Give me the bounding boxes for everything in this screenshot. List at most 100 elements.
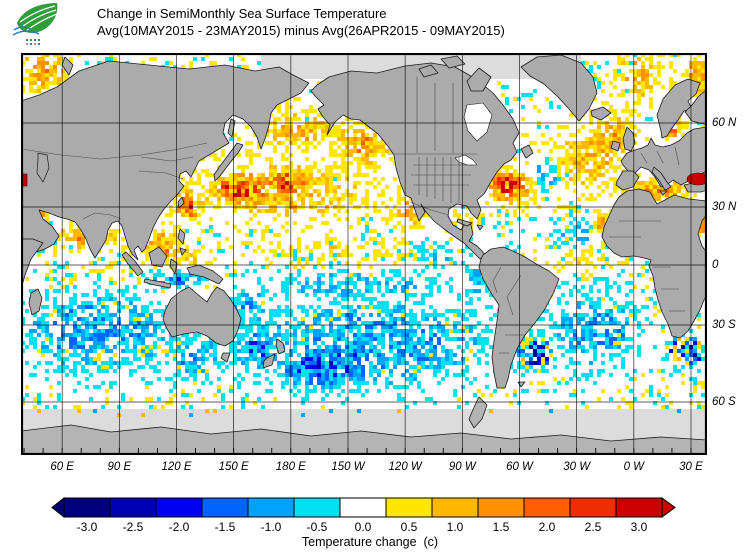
map-overlay [21,53,707,455]
black-sea-east-sliver [21,173,28,187]
landmass-africa_l [21,238,44,290]
landmass-japan [213,142,244,182]
landmass-sumatra [121,251,144,277]
colorbar-segment [615,497,663,518]
lon-label: 120 E [161,461,192,473]
colorbar-segment [109,497,157,518]
landmass-iceland [590,106,612,121]
colorbar-tick-label: 0.5 [400,520,418,534]
country-border [21,142,208,160]
landmass-hispaniola [476,224,484,231]
colorbar-tick-label: 2.5 [584,520,602,534]
country-border [492,266,502,294]
landmass-taiwan [177,196,185,209]
landmass-java [143,278,172,289]
landmass-australia [162,286,242,347]
colorbar-tick-label: -2.5 [122,520,144,534]
colorbar-segment [339,497,387,518]
colorbar-caption: Temperature change (c) [301,535,439,549]
landmass-greenland [520,54,598,122]
landmass-iberia [615,170,640,191]
country-border [82,212,122,220]
black-sea-warm-patch [686,172,707,186]
lat-label: 30 N [712,201,737,213]
landmass-italy [651,166,672,191]
colorbar-tick-label: 0.0 [354,520,372,534]
colorbar-segment [293,497,341,518]
landmass-mindanao [179,247,187,256]
country-border [656,150,664,164]
colorbar-tick-label: -3.0 [76,520,98,534]
colorbar-tick-label: -2.0 [168,520,190,534]
lon-label: 120 W [388,461,422,473]
lon-label: 180 E [275,461,306,473]
lon-label: 0 W [623,461,645,473]
landmass-tasmania [220,352,231,363]
wave-icon [13,26,33,31]
landmass-borneo [148,246,168,268]
lon-label: 150 W [331,461,365,473]
lon-label: 60 W [506,461,533,473]
colorbar-arrow-left [51,497,65,519]
country-border [640,152,648,164]
colorbar-tick-label: -0.5 [306,520,328,534]
landmass-kola [684,88,707,126]
landmass-sakhalin [227,118,236,138]
colorbar-segment [155,497,203,518]
lon-label: 90 W [448,461,476,473]
colorbar-segment [523,497,571,518]
map-border [21,53,707,455]
colorbar-segment [63,497,111,518]
colorbar-segment [477,497,525,518]
landmass-falklands [517,381,526,388]
hudson-bay [463,102,493,142]
lon-label: 150 E [218,461,249,473]
colorbar-arrow-right [661,497,676,518]
landmass-antarctic-peninsula [468,396,488,429]
landmass-novaya [61,56,74,76]
colorbar-segment [569,497,617,518]
landmass-sicily [659,190,668,196]
landmass-nz_n [275,338,286,355]
colorbar-tick-label: -1.5 [214,520,236,534]
page-subtitle: Avg(10MAY2015 - 23MAY2015) minus Avg(26A… [97,23,505,38]
leaf-wave-logo [12,3,58,45]
landmass-arctic2 [418,64,439,78]
colorbar [51,497,676,519]
lon-label: 30 E [679,461,703,473]
logo-fine-print [26,39,40,45]
landmass-nfld [520,144,534,159]
colorbar-segment [247,497,295,518]
country-border [674,146,680,166]
lat-label: 60 N [712,117,737,129]
country-border [409,201,450,216]
colorbar-tick-label: 2.0 [538,520,556,534]
country-border [506,274,522,316]
landmass-antarctica [21,424,707,455]
lon-label: 90 E [107,461,132,473]
colorbar-segment [201,497,249,518]
caspian-sea [36,152,50,183]
colorbar-segment [431,497,479,518]
landmass-uk [622,126,636,152]
world-map [21,53,707,455]
colorbar-tick-label: -1.0 [260,520,282,534]
landmass-baffin [466,67,492,92]
country-border [138,170,184,180]
page-title: Change in SemiMonthly Sea Surface Temper… [97,6,387,21]
landmass-arctic1 [440,55,466,69]
landmass-madagascar [28,288,43,316]
landmass-newguinea [186,264,224,285]
landmass-philippines [177,228,186,245]
lat-label: 60 S [712,396,736,408]
title-block: Change in SemiMonthly Sea Surface Temper… [97,5,505,39]
landmass-cuba [456,218,473,227]
landmass-namerica [310,62,520,260]
colorbar-segment [385,497,433,518]
landmass-europe [620,126,707,188]
lon-label: 30 W [563,461,591,473]
landmass-samerica [478,246,560,389]
colorbar-tick-label: 3.0 [630,520,648,534]
colorbar-tick-label: 1.0 [446,520,464,534]
